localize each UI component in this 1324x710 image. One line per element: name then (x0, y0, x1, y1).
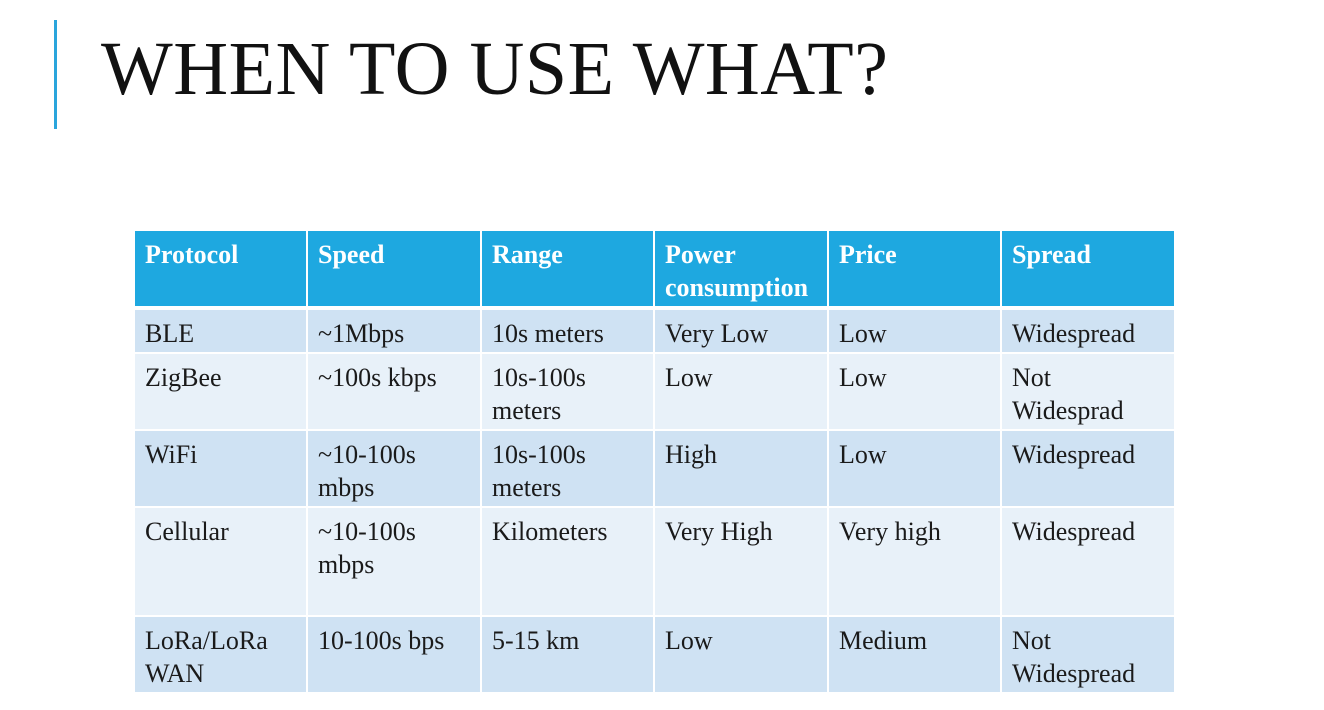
cell-protocol: LoRa/LoRa WAN (133, 615, 308, 694)
cell-spread: Widespread (1000, 429, 1176, 508)
cell-power: Very High (653, 506, 829, 617)
cell-spread: Not Widesprad (1000, 352, 1176, 431)
cell-protocol: ZigBee (133, 352, 308, 431)
table-header-row: Protocol Speed Range Power consumption P… (133, 229, 1176, 310)
cell-speed: 10-100s bps (306, 615, 482, 694)
table-row: WiFi ~10-100s mbps 10s-100s meters High … (133, 429, 1176, 508)
header-price: Price (827, 229, 1002, 310)
cell-range: 5-15 km (480, 615, 655, 694)
cell-power: Very Low (653, 307, 829, 354)
protocol-comparison-table: Protocol Speed Range Power consumption P… (133, 229, 1176, 694)
cell-price: Medium (827, 615, 1002, 694)
cell-range: 10s-100s meters (480, 352, 655, 431)
cell-spread: Widespread (1000, 307, 1176, 354)
cell-power: Low (653, 352, 829, 431)
title-accent-bar (54, 20, 57, 129)
cell-price: Low (827, 307, 1002, 354)
table-row: LoRa/LoRa WAN 10-100s bps 5-15 km Low Me… (133, 615, 1176, 694)
cell-speed: ~1Mbps (306, 307, 482, 354)
table-row: ZigBee ~100s kbps 10s-100s meters Low Lo… (133, 352, 1176, 431)
header-protocol: Protocol (133, 229, 308, 310)
cell-speed: ~100s kbps (306, 352, 482, 431)
cell-price: Low (827, 429, 1002, 508)
cell-spread: Widespread (1000, 506, 1176, 617)
slide-title: WHEN TO USE WHAT? (101, 27, 889, 111)
cell-power: Low (653, 615, 829, 694)
cell-protocol: WiFi (133, 429, 308, 508)
cell-speed: ~10-100s mbps (306, 429, 482, 508)
table-row: Cellular ~10-100s mbps Kilometers Very H… (133, 506, 1176, 617)
header-speed: Speed (306, 229, 482, 310)
cell-speed: ~10-100s mbps (306, 506, 482, 617)
cell-protocol: Cellular (133, 506, 308, 617)
header-range: Range (480, 229, 655, 310)
header-power-consumption: Power consumption (653, 229, 829, 310)
cell-protocol: BLE (133, 307, 308, 354)
cell-price: Very high (827, 506, 1002, 617)
header-spread: Spread (1000, 229, 1176, 310)
cell-range: 10s meters (480, 307, 655, 354)
table-row: BLE ~1Mbps 10s meters Very Low Low Wides… (133, 307, 1176, 354)
cell-spread: Not Widespread (1000, 615, 1176, 694)
cell-range: 10s-100s meters (480, 429, 655, 508)
cell-price: Low (827, 352, 1002, 431)
cell-power: High (653, 429, 829, 508)
cell-range: Kilometers (480, 506, 655, 617)
